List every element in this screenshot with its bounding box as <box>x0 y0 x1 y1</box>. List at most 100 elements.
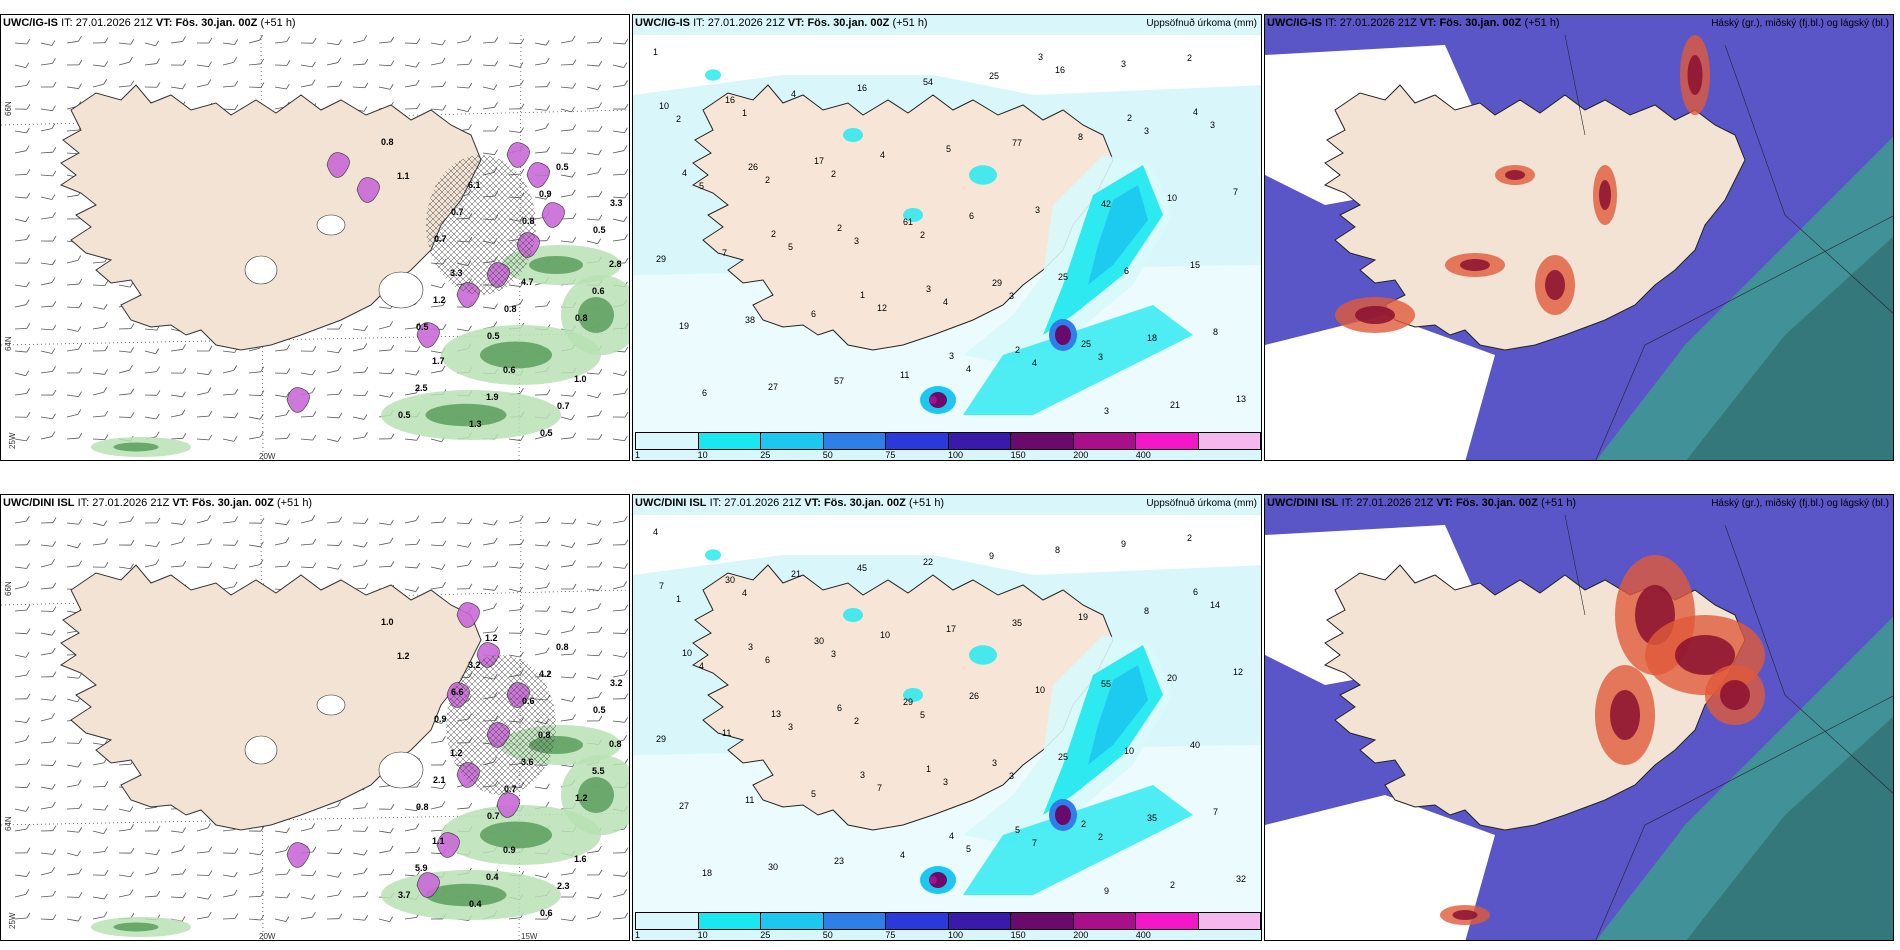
value-label: 0.7 <box>434 234 447 244</box>
panel-header: UWC/DINI ISL IT: 27.01.2026 21Z VT: Fös.… <box>635 497 944 509</box>
value-label: 0.9 <box>434 714 447 724</box>
precip-value-label: 17 <box>814 156 824 166</box>
colorbar-swatch <box>1136 433 1199 449</box>
it-value: 27.01.2026 21Z <box>724 497 802 509</box>
panel-variable-title: Uppsöfnuð úrkoma (mm) <box>1146 498 1257 509</box>
value-label: 0.8 <box>504 304 517 314</box>
precip-value-label: 2 <box>1187 533 1192 543</box>
vt-value: Fös. 30.jan. 00Z <box>191 497 274 509</box>
it-label: IT: <box>693 17 705 29</box>
value-label: 1.0 <box>381 617 394 627</box>
it-label: IT: <box>61 17 73 29</box>
precip-value-label: 1 <box>676 594 681 604</box>
precip-value-label: 40 <box>1190 740 1200 750</box>
precip-value-label: 6 <box>765 655 770 665</box>
precip-value-label: 8 <box>1144 606 1149 616</box>
lead-time: (+51 h) <box>908 497 945 509</box>
precip-value-label: 3 <box>992 758 997 768</box>
precip-value-label: 10 <box>1124 746 1134 756</box>
precip-field <box>705 69 1193 415</box>
colorbar-swatch <box>698 913 761 929</box>
axis-label-lon25: 25W <box>8 912 17 929</box>
precip-value-label: 8 <box>1213 327 1218 337</box>
colorbar-tick: 50 <box>822 450 833 460</box>
precip-value-label: 6 <box>969 211 974 221</box>
precip-value-label: 4 <box>880 150 885 160</box>
value-label: 0.5 <box>398 410 411 420</box>
precip-value-label: 29 <box>656 254 666 264</box>
precip-value-label: 5 <box>920 710 925 720</box>
colorbar-tick: 10 <box>697 450 708 460</box>
precip-value-label: 8 <box>1078 132 1083 142</box>
precip-value-label: 4 <box>791 89 796 99</box>
axis-label-lat64: 64N <box>4 816 13 831</box>
precip-value-label: 14 <box>1210 600 1220 610</box>
precip-value-label: 27 <box>679 801 689 811</box>
precip-value-label: 10 <box>682 648 692 658</box>
precip-value-label: 55 <box>1101 679 1111 689</box>
precip-value-label: 26 <box>969 691 979 701</box>
precip-value-label: 5 <box>788 242 793 252</box>
panel-header: UWC/IG-IS IT: 27.01.2026 21Z VT: Fös. 30… <box>635 17 928 29</box>
cloud-map <box>1265 495 1893 940</box>
precip-value-label: 4 <box>966 364 971 374</box>
map-panel-6: UWC/DINI ISL IT: 27.01.2026 21Z VT: Fös.… <box>1264 494 1894 941</box>
value-label: 4.2 <box>539 669 552 679</box>
precip-value-label: 16 <box>1055 65 1065 75</box>
precip-value-label: 18 <box>702 868 712 878</box>
colorbar-swatch <box>886 913 949 929</box>
colorbar-swatch <box>886 433 949 449</box>
value-label: 1.2 <box>575 793 588 803</box>
precip-value-label: 8 <box>1055 545 1060 555</box>
precip-value-label: 4 <box>742 588 747 598</box>
precip-value-label: 1 <box>860 290 865 300</box>
precip-value-label: 6 <box>811 309 816 319</box>
colorbar-tick: 200 <box>1073 450 1089 460</box>
axis-label-lon15: 15W <box>521 932 538 941</box>
lead-time: (+51 h) <box>892 17 928 29</box>
colorbar-swatch <box>636 433 699 449</box>
value-label: 0.7 <box>487 811 500 821</box>
colorbar-swatch <box>1011 913 1074 929</box>
value-label: 0.9 <box>503 845 516 855</box>
precip-value-label: 2 <box>1170 880 1175 890</box>
precip-value-label: 2 <box>854 716 859 726</box>
precip-value-label: 2 <box>920 230 925 240</box>
axis-label-lon20: 20W <box>259 452 276 461</box>
value-label: 0.5 <box>487 331 500 341</box>
value-label: 1.2 <box>485 633 498 643</box>
precip-value-label: 32 <box>1236 874 1246 884</box>
value-label: 3.7 <box>398 890 411 900</box>
model-name: UWC/IG-IS <box>3 17 58 29</box>
it-label: IT: <box>1325 17 1337 29</box>
precip-value-label: 4 <box>1193 107 1198 117</box>
precip-value-label: 25 <box>1058 752 1068 762</box>
precip-value-label: 7 <box>1213 807 1218 817</box>
precip-value-label: 7 <box>659 581 664 591</box>
panel-variable-title: Uppsöfnuð úrkoma (mm) <box>1146 18 1257 29</box>
precip-value-label: 2 <box>771 229 776 239</box>
colorbar-tick: 1 <box>635 450 641 460</box>
precip-value-label: 3 <box>748 642 753 652</box>
value-label: 1.1 <box>432 836 445 846</box>
value-label: 0.5 <box>540 428 553 438</box>
lead-time: (+51 h) <box>1540 497 1577 509</box>
map-panel-4: 1.0 0.9 0.7 0.6 0.5 0.8 0.4 0.6 1.2 3.7 6.6 0.7 2.3 3… <box>0 494 630 941</box>
precip-value-label: 25 <box>1058 272 1068 282</box>
precip-value-label: 7 <box>722 248 727 258</box>
value-label: 0.8 <box>381 137 394 147</box>
precip-value-label: 3 <box>1035 205 1040 215</box>
precip-colorbar: 1 10 25 50 75 100 150 200 400 <box>635 912 1261 940</box>
precip-value-label: 35 <box>1012 618 1022 628</box>
colorbar-tick: 10 <box>697 930 708 940</box>
value-label: 0.7 <box>451 207 464 217</box>
precip-value-label: 3 <box>1009 771 1014 781</box>
precip-value-label: 5 <box>811 789 816 799</box>
model-name: UWC/IG-IS <box>635 17 690 29</box>
value-label: 0.4 <box>469 899 482 909</box>
precip-value-label: 4 <box>653 527 658 537</box>
precip-value-label: 21 <box>791 569 801 579</box>
value-label: 1.3 <box>469 419 482 429</box>
colorbar-swatch <box>1136 913 1199 929</box>
value-label: 1.9 <box>486 392 499 402</box>
